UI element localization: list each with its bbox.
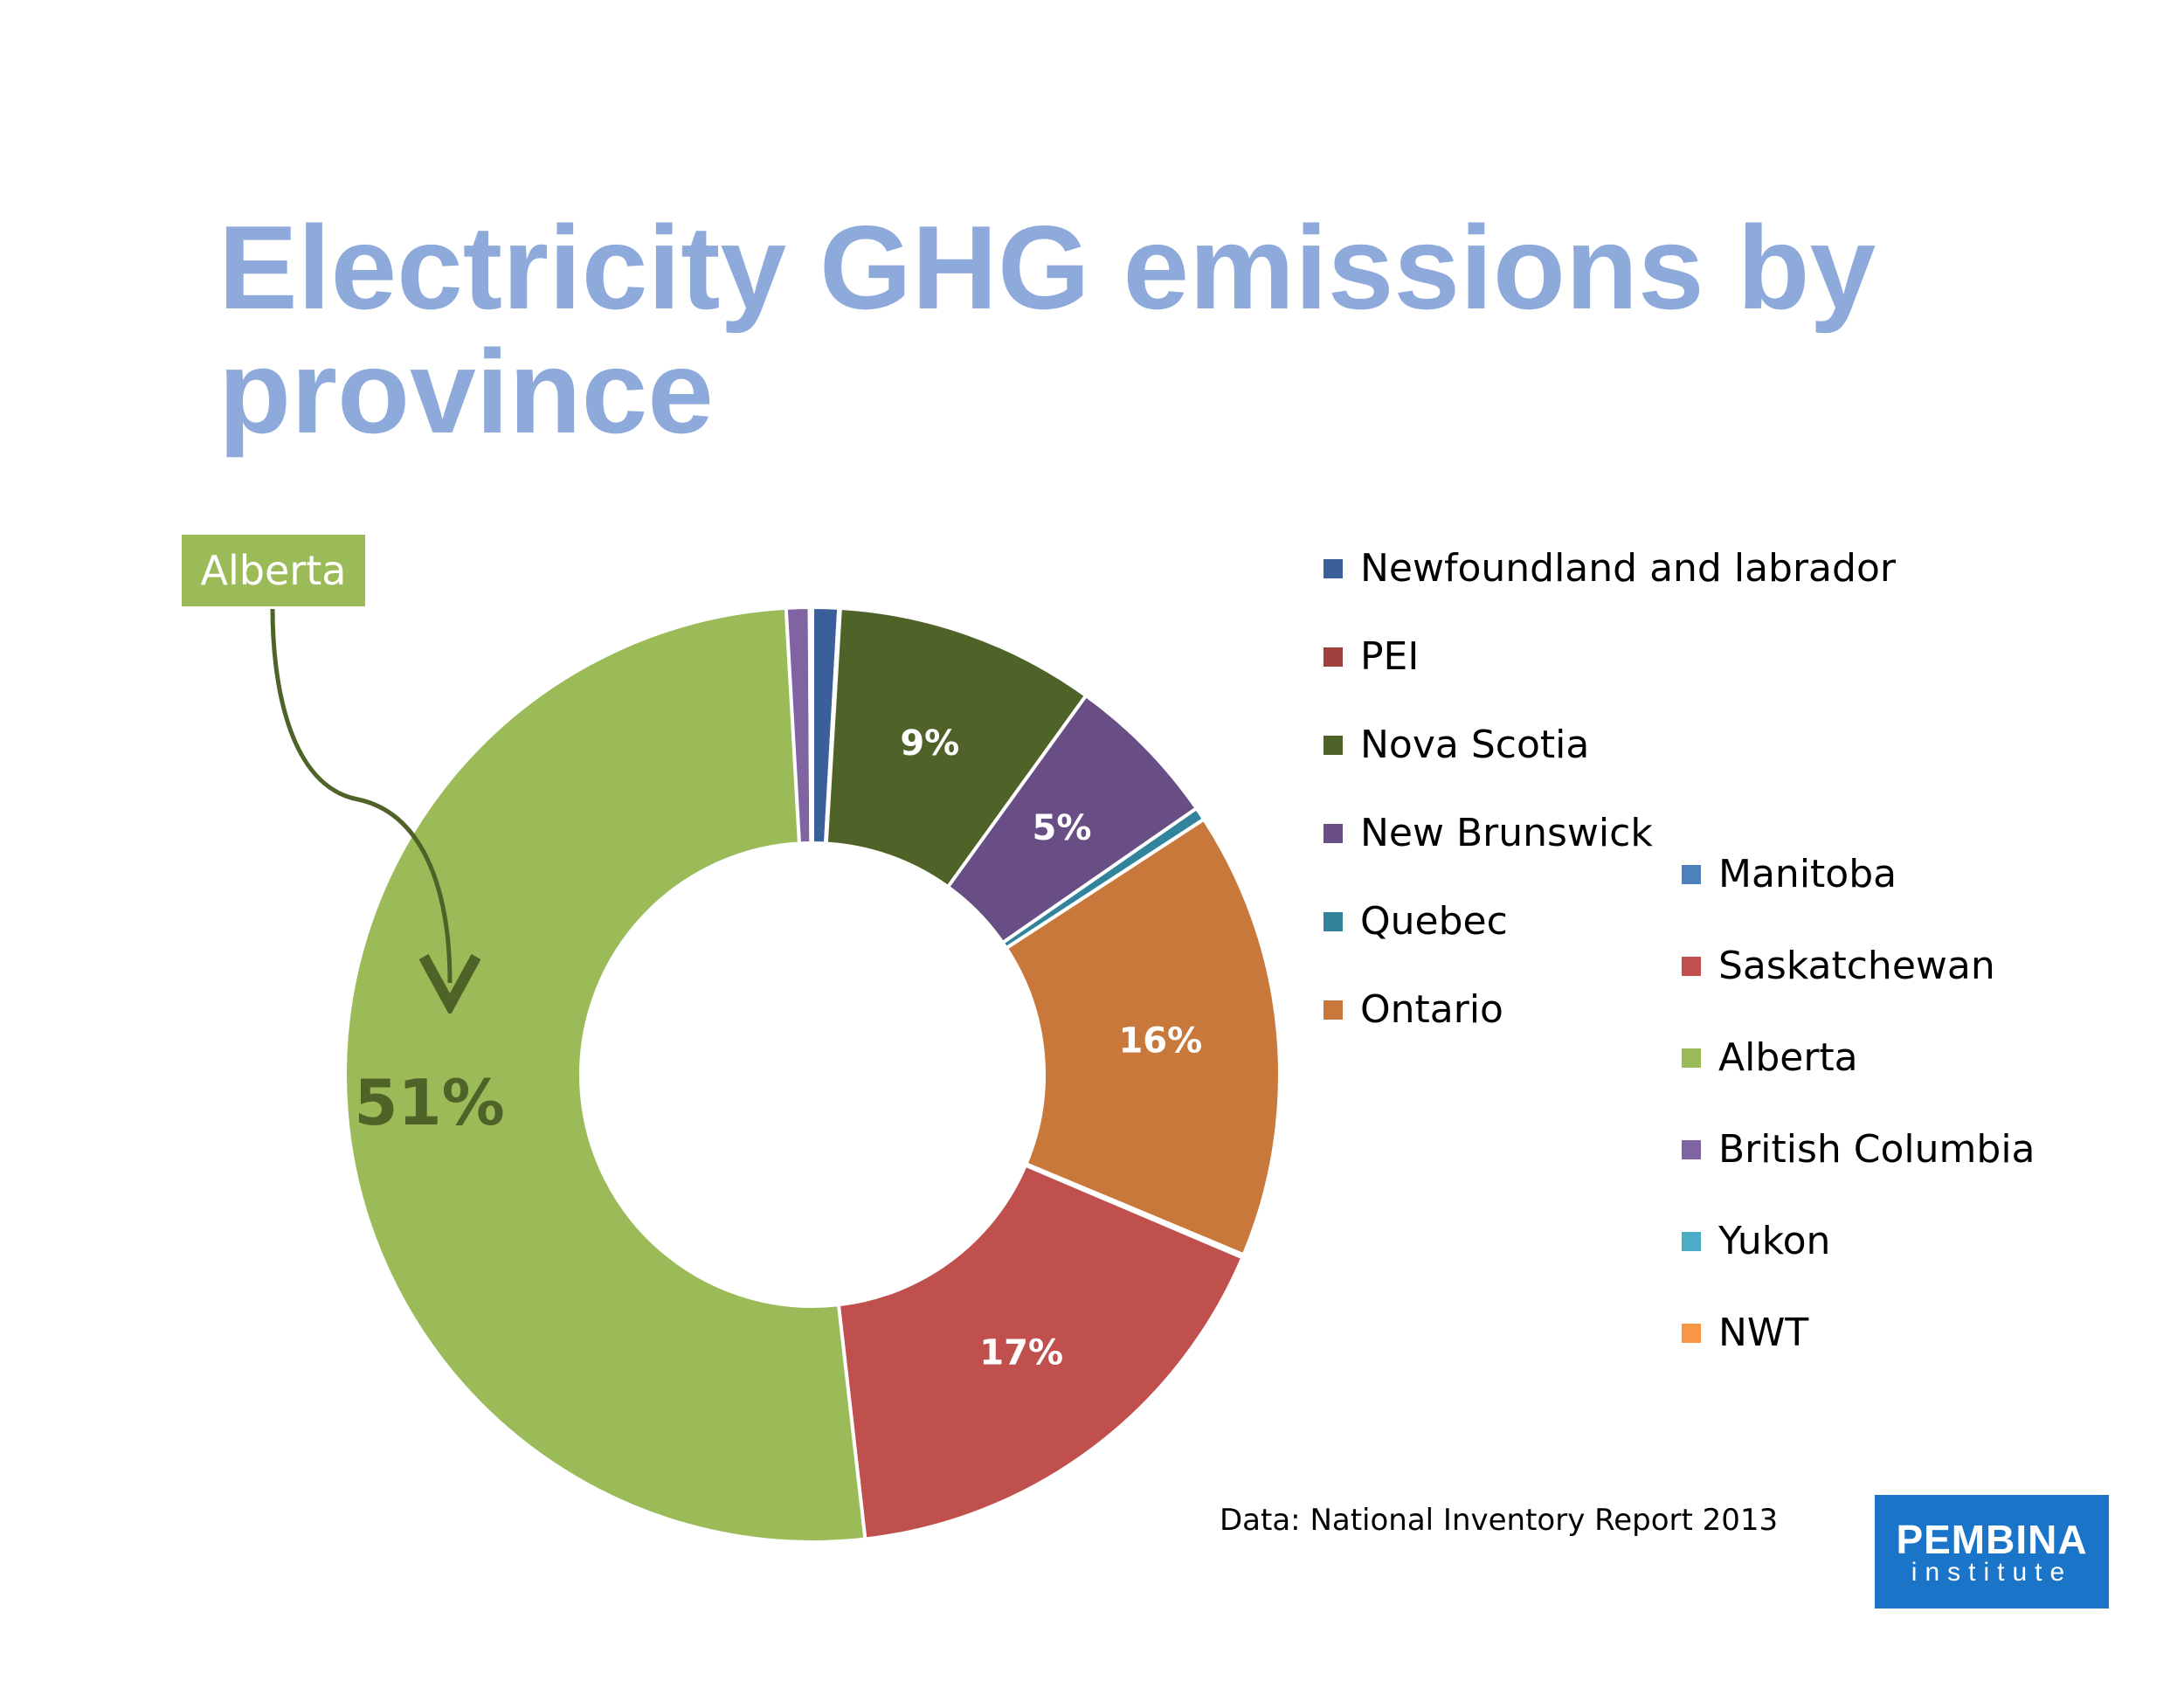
legend-item-alberta: Alberta (1682, 1035, 1858, 1080)
legend-label: Alberta (1718, 1035, 1858, 1080)
legend-label: PEI (1360, 634, 1420, 679)
legend-item-new-brunswick: New Brunswick (1324, 811, 1653, 855)
legend-item-pei: PEI (1324, 634, 1419, 679)
slice-ontario (1004, 816, 1282, 1257)
donut-slice-labels: 9% 5% 16% 17% 51% (354, 723, 1202, 1373)
legend-swatch (1324, 735, 1343, 755)
pembina-logo: PEMBINA institute (1875, 1495, 2109, 1608)
legend-item-newfoundland-and-labrador: Newfoundland and labrador (1324, 546, 1896, 591)
legend-item-saskatchewan: Saskatchewan (1682, 944, 1995, 988)
slice-label-alberta: 51% (354, 1066, 504, 1139)
donut-slices (342, 605, 1282, 1544)
legend-item-british-columbia: British Columbia (1682, 1127, 2035, 1172)
slice-alberta (342, 605, 867, 1544)
legend-swatch (1682, 1231, 1701, 1251)
legend-swatch (1682, 956, 1701, 976)
legend-label: Nova Scotia (1360, 723, 1590, 767)
slice-saskatchewan (836, 1163, 1245, 1541)
slice-label-ontario: 16% (1118, 1021, 1202, 1062)
legend-swatch (1682, 864, 1701, 884)
legend-label: Ontario (1360, 987, 1503, 1032)
legend-label: Saskatchewan (1718, 944, 1995, 988)
slice-label-saskatchewan: 17% (979, 1333, 1063, 1373)
source-note: Data: National Inventory Report 2013 (1220, 1503, 1779, 1538)
legend-swatch (1324, 823, 1343, 843)
legend-swatch (1324, 911, 1343, 931)
callout-arrow-icon (270, 608, 450, 983)
legend-label: NWT (1718, 1311, 1809, 1355)
legend-label: Quebec (1360, 899, 1508, 944)
legend-swatch (1324, 558, 1343, 578)
slice-label-new-brunswick: 5% (1033, 808, 1092, 848)
legend-label: Manitoba (1718, 852, 1897, 896)
legend-swatch (1324, 1000, 1343, 1020)
legend-item-yukon: Yukon (1682, 1219, 1830, 1263)
legend-label: New Brunswick (1360, 811, 1653, 855)
legend-label: Yukon (1718, 1219, 1831, 1263)
legend-item-nwt: NWT (1682, 1311, 1808, 1355)
legend-item-manitoba: Manitoba (1682, 852, 1897, 896)
legend-swatch (1324, 647, 1343, 667)
slice-nwt (809, 605, 814, 846)
logo-line2: institute (1911, 1558, 2073, 1587)
slice-label-nova-scotia: 9% (900, 723, 959, 764)
legend-label: British Columbia (1718, 1127, 2035, 1172)
legend-swatch (1682, 1139, 1701, 1159)
legend-swatch (1682, 1048, 1701, 1068)
legend-swatch (1682, 1323, 1701, 1343)
page-title: Electricity GHG emissions by province (218, 201, 1876, 458)
alberta-callout: Alberta (182, 535, 365, 606)
callout-label: Alberta (200, 547, 347, 594)
logo-line1: PEMBINA (1896, 1517, 2088, 1562)
legend-item-quebec: Quebec (1324, 899, 1508, 944)
legend-label: Newfoundland and labrador (1360, 546, 1896, 591)
legend-item-ontario: Ontario (1324, 987, 1503, 1032)
legend-item-nova-scotia: Nova Scotia (1324, 723, 1589, 767)
